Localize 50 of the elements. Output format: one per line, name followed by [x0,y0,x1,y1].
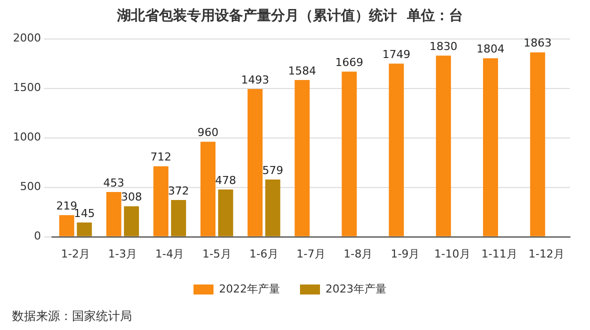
bar [218,189,234,236]
x-tick-label: 1-6月 [249,247,278,260]
bar [483,58,498,236]
data-label: 1669 [335,56,364,69]
x-tick-label: 1-3月 [108,247,138,260]
data-label: 712 [150,150,172,164]
y-tick-label: 1000 [12,130,41,144]
data-label: 372 [168,184,190,198]
x-tick-label: 1-10月 [434,247,470,260]
y-tick-label: 1500 [12,81,41,94]
data-label: 960 [197,126,218,140]
data-label: 1749 [382,48,410,62]
source-note: 数据来源：国家统计局 [12,308,132,325]
data-label: 308 [120,190,142,204]
x-tick-label: 1-11月 [481,247,518,260]
y-tick-label: 0 [34,230,41,243]
bar [436,56,451,236]
data-label: 1804 [476,42,505,56]
bar [106,192,122,236]
data-label: 579 [262,164,284,177]
bar [388,64,404,236]
chart-title: 湖北省包装专用设备产量分月（累计值）统计 单位：台 [116,7,463,24]
bar [76,222,92,236]
x-tick-label: 1-2月 [61,247,90,260]
x-tick-label: 1-9月 [390,247,420,260]
bar [530,52,546,236]
bar [265,179,280,236]
data-label: 1493 [241,73,270,86]
legend-label: 2023年产量 [326,282,386,296]
data-label: 1830 [429,40,458,53]
data-label: 478 [215,174,236,187]
data-label: 453 [103,176,124,190]
legend-label: 2022年产量 [219,282,280,296]
data-label: 1584 [288,64,316,78]
x-tick-label: 1-5月 [202,247,232,260]
x-tick-label: 1-12月 [528,247,564,260]
y-tick-label: 500 [20,180,41,194]
bar [59,215,74,236]
y-tick-label: 2000 [12,32,41,45]
bar [124,206,139,236]
bar [171,200,186,236]
x-tick-label: 1-8月 [344,247,373,260]
bar [200,142,216,236]
data-label: 1863 [524,36,552,50]
bar [153,166,168,236]
bar [294,80,310,236]
bar [248,88,263,236]
x-tick-label: 1-4月 [155,247,184,260]
bar [342,72,357,236]
x-tick-label: 1-7月 [296,247,326,260]
